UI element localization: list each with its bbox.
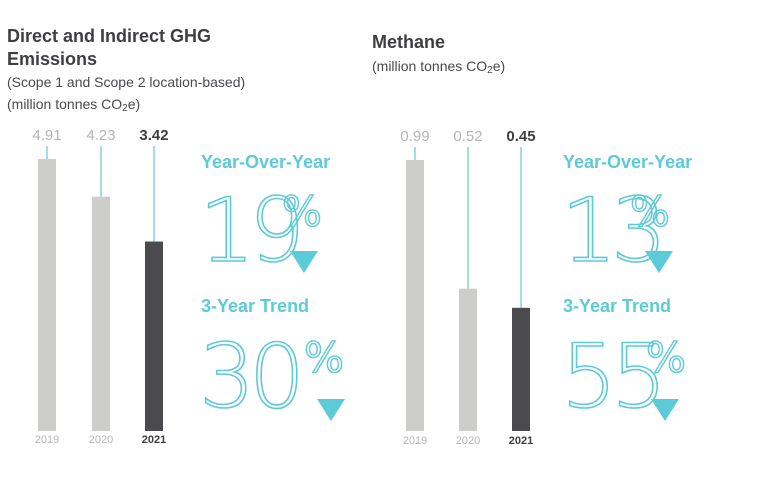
ghg-subtitle-line1: (Scope 1 and Scope 2 location-based)	[7, 74, 246, 90]
ghg-yoy-label: Year-Over-Year	[201, 152, 331, 172]
ghg-value-label-2019: 4.91	[32, 127, 61, 144]
ghg-bar-2019	[38, 159, 56, 431]
ghg-yoy-value: 19	[198, 179, 306, 282]
methane-value-label-2021: 0.45	[506, 128, 535, 145]
methane-year-label-2019: 2019	[403, 435, 427, 447]
ghg-year-label-2020: 2020	[89, 434, 113, 446]
methane-title: Methane	[372, 32, 446, 52]
methane-yoy-label: Year-Over-Year	[563, 152, 693, 172]
ghg-bar-2021	[145, 241, 163, 431]
ghg-subtitle-line2: (million tonnes CO2e)	[7, 96, 141, 114]
methane-trend-percent: %	[645, 333, 686, 382]
methane-trend-down-arrow-icon	[651, 399, 679, 421]
ghg-value-label-2021: 3.42	[139, 127, 168, 144]
methane-year-label-2020: 2020	[456, 435, 480, 447]
methane-bar-2020	[459, 288, 477, 431]
methane-yoy-percent: %	[629, 187, 670, 236]
methane-trend-label: 3-Year Trend	[563, 296, 672, 316]
ghg-trend-percent: %	[303, 333, 344, 382]
ghg-trend-down-arrow-icon	[317, 399, 345, 421]
methane-trend-value: 55	[560, 325, 668, 428]
methane-year-label-2021: 2021	[509, 435, 533, 447]
methane-subtitle: (million tonnes CO2e)	[372, 58, 506, 76]
methane-value-label-2019: 0.99	[400, 128, 429, 145]
ghg-value-label-2020: 4.23	[86, 127, 115, 144]
methane-yoy-down-arrow-icon	[645, 251, 673, 273]
ghg-title-line1: Direct and Indirect GHG	[7, 26, 212, 46]
methane-bar-2021	[512, 307, 530, 431]
ghg-trend-value: 30	[198, 325, 306, 428]
ghg-year-label-2021: 2021	[142, 434, 166, 446]
methane-value-label-2020: 0.52	[453, 128, 482, 145]
ghg-yoy-percent: %	[281, 187, 322, 236]
ghg-yoy-down-arrow-icon	[290, 251, 318, 273]
ghg-trend-label: 3-Year Trend	[201, 296, 310, 316]
ghg-title-line2: Emissions	[7, 49, 98, 69]
ghg-year-label-2019: 2019	[35, 434, 59, 446]
methane-bar-2019	[406, 160, 424, 431]
ghg-bar-2020	[92, 196, 110, 431]
